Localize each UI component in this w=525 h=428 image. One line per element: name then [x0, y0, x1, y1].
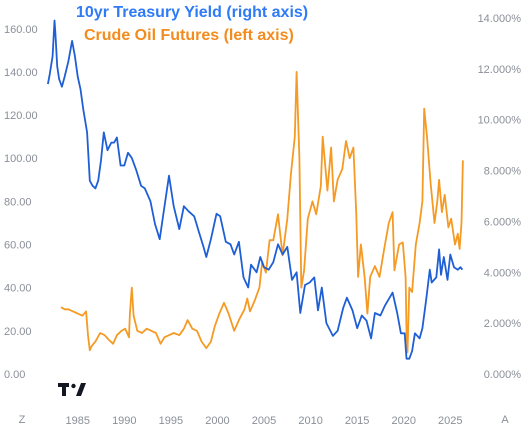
- legend-oil: Crude Oil Futures (left axis): [84, 27, 294, 44]
- right-axis-ticks: 0.000% 2.000% 4.000% 6.000% 8.000% 10.000% 12.…: [478, 13, 522, 381]
- x-axis-tick-label: 2025: [438, 415, 462, 427]
- right-axis-tick-label: 0.000%: [484, 369, 522, 381]
- right-axis-tick-label: 4.000%: [484, 267, 522, 279]
- x-axis-ticks: 1985 1990 1995 2000 2005 2010 2015 2020 2025: [65, 415, 462, 427]
- left-axis-tick-label: 20.00: [4, 326, 32, 338]
- x-axis-tick-label: 2015: [345, 415, 369, 427]
- x-axis-tick-label: 2000: [205, 415, 229, 427]
- right-axis-tick-label: 12.000%: [478, 64, 522, 76]
- left-axis-tick-label: 40.00: [4, 283, 32, 295]
- right-axis-tick-label: 14.000%: [478, 13, 522, 25]
- x-axis-tick-label: 1985: [65, 415, 89, 427]
- right-axis-tick-label: 6.000%: [484, 216, 522, 228]
- x-axis-tick-label: 2010: [298, 415, 322, 427]
- auto-scale-button[interactable]: A: [501, 414, 509, 426]
- legend-treasury: 10yr Treasury Yield (right axis): [76, 4, 309, 21]
- left-axis-ticks: 0.00 20.00 40.00 60.00 80.00 100.00 120.00 140.…: [4, 24, 38, 381]
- right-axis-tick-label: 10.000%: [478, 115, 522, 127]
- left-axis-tick-label: 100.00: [4, 153, 38, 165]
- left-axis-tick-label: 160.00: [4, 24, 38, 36]
- right-axis-tick-label: 8.000%: [484, 166, 522, 178]
- left-axis-tick-label: 60.00: [4, 240, 32, 252]
- zoom-reset-button[interactable]: Z: [18, 414, 26, 426]
- left-axis-tick-label: 80.00: [4, 196, 32, 208]
- x-axis-tick-label: 1995: [159, 415, 183, 427]
- left-axis-tick-label: 140.00: [4, 67, 38, 79]
- crude-oil-line: [60, 71, 464, 354]
- x-axis-tick-label: 1990: [112, 415, 136, 427]
- x-axis-tick-label: 2005: [252, 415, 276, 427]
- right-axis-tick-label: 2.000%: [484, 318, 522, 330]
- left-axis-tick-label: 0.00: [4, 369, 25, 381]
- x-axis-tick-label: 2020: [391, 415, 415, 427]
- series-layer: [47, 19, 464, 360]
- tradingview-logo-icon[interactable]: [58, 383, 88, 397]
- treasury-yield-line: [47, 19, 464, 360]
- left-axis-tick-label: 120.00: [4, 110, 38, 122]
